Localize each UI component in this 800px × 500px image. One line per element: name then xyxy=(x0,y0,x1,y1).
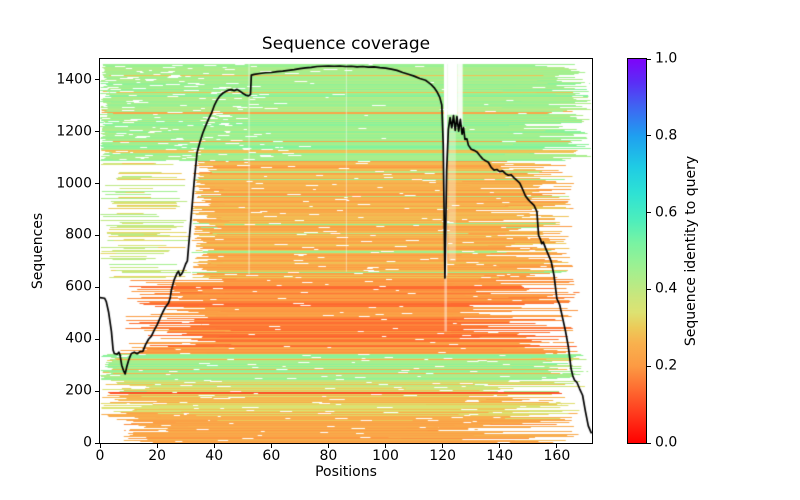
x-tick-mark xyxy=(213,444,215,448)
x-tick-mark xyxy=(156,444,158,448)
y-tick-mark xyxy=(95,234,99,236)
y-tick-label: 1400 xyxy=(56,71,92,88)
colorbar-tick-label: 0.2 xyxy=(655,357,678,374)
x-tick-label: 140 xyxy=(486,448,514,464)
x-tick-label: 60 xyxy=(262,448,281,464)
plot-title: Sequence coverage xyxy=(261,34,431,54)
x-tick-mark xyxy=(442,444,444,448)
x-tick-label: 120 xyxy=(429,448,457,464)
colorbar-tick-mark xyxy=(647,212,651,214)
x-tick-mark xyxy=(327,444,329,448)
y-tick-mark xyxy=(95,131,99,133)
x-tick-mark xyxy=(499,444,501,448)
y-tick-label: 0 xyxy=(83,434,92,451)
y-tick-mark xyxy=(95,390,99,392)
y-tick-label: 1200 xyxy=(56,122,92,139)
y-tick-label: 400 xyxy=(65,330,92,347)
colorbar-tick-mark xyxy=(647,288,651,290)
colorbar-tick-label: 0.4 xyxy=(655,280,678,297)
y-tick-mark xyxy=(95,79,99,81)
x-tick-mark xyxy=(99,444,101,448)
colorbar-tick-label: 0.6 xyxy=(655,203,678,220)
colorbar-tick-label: 0.8 xyxy=(655,127,678,144)
colorbar-tick-mark xyxy=(647,442,651,444)
colorbar-tick-label: 0.0 xyxy=(655,434,678,451)
x-tick-mark xyxy=(385,444,387,448)
x-tick-label: 160 xyxy=(543,448,571,464)
colorbar-label: Sequence identity to query xyxy=(683,155,699,347)
colorbar-tick-mark xyxy=(647,365,651,367)
x-tick-label: 40 xyxy=(205,448,224,464)
y-tick-label: 800 xyxy=(65,226,92,243)
y-tick-mark xyxy=(95,286,99,288)
x-tick-label: 80 xyxy=(319,448,338,464)
y-tick-label: 200 xyxy=(65,382,92,399)
msa-coverage-plot-canvas xyxy=(99,58,593,444)
x-tick-mark xyxy=(270,444,272,448)
x-axis-label: Positions xyxy=(315,464,377,480)
x-tick-label: 100 xyxy=(372,448,399,464)
colorbar-tick-mark xyxy=(647,135,651,137)
y-tick-label: 1000 xyxy=(56,174,92,191)
y-tick-mark xyxy=(95,442,99,444)
colorbar-tick-mark xyxy=(647,58,651,60)
y-tick-mark xyxy=(95,338,99,340)
x-tick-label: 0 xyxy=(95,448,105,464)
x-tick-label: 20 xyxy=(148,448,167,464)
x-tick-mark xyxy=(556,444,558,448)
colorbar xyxy=(627,58,647,444)
colorbar-tick-label: 1.0 xyxy=(655,50,678,67)
y-axis-label: Sequences xyxy=(30,212,46,290)
y-tick-mark xyxy=(95,183,99,185)
y-tick-label: 600 xyxy=(65,278,92,295)
